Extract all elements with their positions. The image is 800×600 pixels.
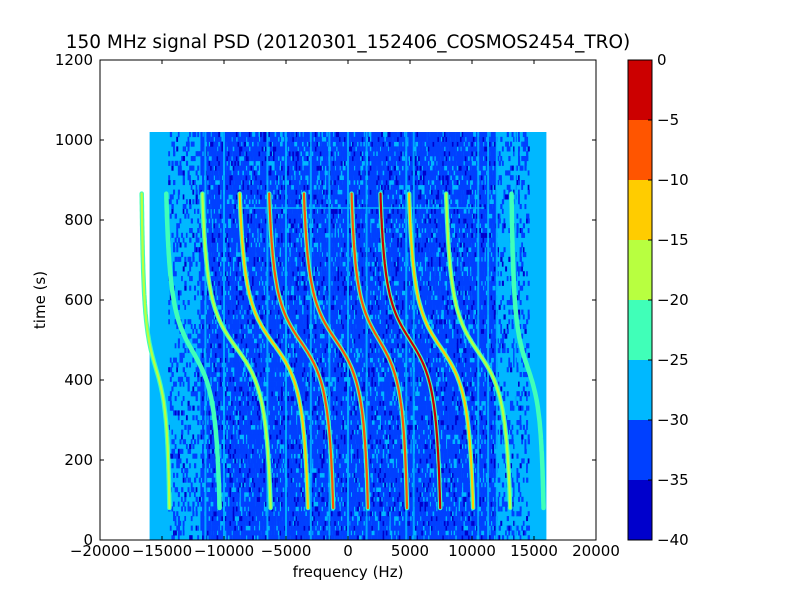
doppler-trail [266, 191, 336, 511]
colorbar-swatch [628, 240, 652, 300]
x-tick-label: −20000 [70, 542, 130, 560]
y-tick-label: 1000 [55, 131, 93, 149]
colorbar-tick-label: −15 [657, 231, 689, 249]
colorbar-swatch [628, 120, 652, 180]
heatmap-area [139, 132, 547, 540]
doppler-trail [164, 191, 222, 511]
colorbar-swatch [628, 360, 652, 420]
colorbar-tick-label: −30 [657, 411, 689, 429]
y-tick-label: 400 [64, 371, 93, 389]
x-tick-label: 15000 [510, 542, 558, 560]
y-tick-label: 600 [64, 291, 93, 309]
x-tick-label: −15000 [132, 542, 192, 560]
doppler-trail [237, 191, 311, 511]
colorbar-tick-label: −5 [657, 111, 679, 129]
x-tick-label: 0 [343, 542, 353, 560]
doppler-trail [443, 191, 513, 511]
colorbar-tick-label: 0 [657, 51, 667, 69]
x-axis: −20000 −15000 −10000 −5000 0 5000 10000 15000 20… [70, 60, 620, 560]
y-tick-label: 1200 [55, 51, 93, 69]
y-tick-label: 200 [64, 451, 93, 469]
colorbar-swatch [628, 180, 652, 240]
colorbar-tick-label: −10 [657, 171, 689, 189]
doppler-trail [200, 191, 273, 511]
doppler-trail [139, 191, 172, 511]
colorbar-swatch [628, 60, 652, 120]
x-tick-label: 5000 [391, 542, 429, 560]
x-tick-label: 20000 [572, 542, 620, 560]
colorbar-tick-label: −40 [657, 531, 689, 549]
colorbar-tick-label: −25 [657, 351, 689, 369]
doppler-trail [378, 191, 443, 511]
colorbar-swatch [628, 300, 652, 360]
x-axis-label: frequency (Hz) [293, 563, 404, 581]
doppler-trail [349, 191, 410, 511]
colorbar-tick-label: −20 [657, 291, 689, 309]
doppler-trail [406, 191, 476, 511]
x-tick-label: −5000 [261, 542, 312, 560]
y-tick-label: 800 [64, 211, 93, 229]
doppler-trail [301, 191, 371, 511]
x-tick-label: −10000 [194, 542, 254, 560]
x-tick-label: 10000 [448, 542, 496, 560]
chart-title: 150 MHz signal PSD (20120301_152406_COSM… [66, 32, 631, 53]
colorbar: −40 −35 −30 −25 −20 −15 −10 −5 0 [627, 51, 689, 549]
y-axis: 0 200 400 600 800 1000 1200 [55, 51, 596, 549]
y-axis-label: time (s) [31, 271, 49, 329]
colorbar-swatch [628, 480, 652, 540]
y-tick-label: 0 [83, 531, 93, 549]
colorbar-tick-label: −35 [657, 471, 689, 489]
colorbar-swatch [628, 420, 652, 480]
doppler-trail [509, 191, 546, 511]
